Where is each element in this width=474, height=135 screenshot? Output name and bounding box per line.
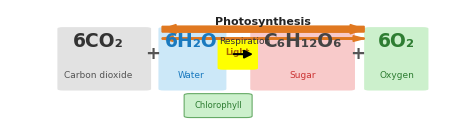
- Text: 6CO₂: 6CO₂: [73, 32, 123, 51]
- Text: +: +: [350, 45, 365, 63]
- FancyBboxPatch shape: [184, 94, 252, 118]
- FancyBboxPatch shape: [158, 27, 227, 91]
- FancyBboxPatch shape: [57, 27, 151, 91]
- Text: C₆H₁₂O₆: C₆H₁₂O₆: [263, 32, 342, 51]
- FancyBboxPatch shape: [250, 27, 355, 91]
- Text: Chlorophyll: Chlorophyll: [194, 101, 242, 110]
- FancyArrow shape: [162, 25, 364, 34]
- Text: 6H₂O: 6H₂O: [165, 32, 218, 51]
- FancyArrow shape: [162, 36, 364, 41]
- FancyBboxPatch shape: [364, 27, 428, 91]
- FancyBboxPatch shape: [218, 38, 258, 70]
- Text: Sugar: Sugar: [289, 71, 316, 80]
- Text: Light: Light: [226, 48, 250, 57]
- Text: +: +: [145, 45, 160, 63]
- FancyArrow shape: [162, 25, 364, 34]
- Text: Water: Water: [178, 71, 205, 80]
- Text: Respiration: Respiration: [219, 37, 270, 46]
- FancyArrow shape: [162, 36, 364, 41]
- Text: 6O₂: 6O₂: [378, 32, 415, 51]
- Text: Photosynthesis: Photosynthesis: [215, 17, 311, 27]
- Text: Carbon dioxide: Carbon dioxide: [64, 71, 132, 80]
- Text: Oxygen: Oxygen: [379, 71, 414, 80]
